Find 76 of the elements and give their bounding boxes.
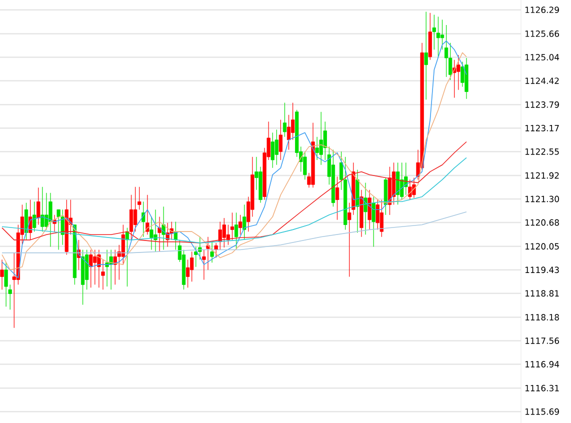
candlestick [36,187,40,226]
y-tick-label: 1116.31 [525,384,559,392]
candlestick [129,194,134,240]
candlestick [400,162,404,200]
y-tick-label: 1116.94 [525,361,560,368]
candlestick [448,42,452,80]
candlestick [48,192,52,248]
candlestick [142,201,146,238]
candlestick [444,24,448,78]
y-tick-label: 1118.18 [525,314,559,320]
y-tick-label: 1123.79 [525,101,559,108]
y-tick-label: 1125.04 [525,54,560,60]
candlestick [376,199,380,230]
y-tick-label: 1124.42 [525,78,559,84]
candlestick [408,179,412,200]
candlestick [424,11,428,100]
candlestick [89,249,93,288]
y-tick-label: 1120.05 [525,243,559,250]
candlestick [186,259,190,288]
candlestick [315,136,319,160]
candlestick [412,177,416,198]
candlestick [372,196,376,248]
line-series [2,141,467,244]
candlestick [396,162,400,205]
candlestick [432,14,436,50]
candlestick [282,102,287,138]
line-series [2,211,467,254]
candlestick [319,112,323,166]
candlestick [368,190,372,230]
candlestick [214,242,218,258]
candlestick [158,216,162,252]
line-series [2,157,467,244]
y-tick-label: 1121.92 [525,172,559,179]
candlestick [133,186,138,232]
candlestick [97,249,101,288]
candlestick [440,19,444,50]
y-tick-label: 1126.29 [525,6,559,14]
candlestick [238,214,242,235]
y-tick-label: 1120.68 [525,219,559,226]
y-tick-label: 1119.43 [525,266,559,274]
candlestick [32,201,36,232]
y-tick-label: 1122.55 [525,148,559,155]
candlestick [335,176,340,220]
y-tick-label: 1121.30 [525,196,559,202]
candlestick [40,186,44,232]
candlestick [113,249,117,285]
candlestick [146,194,150,235]
candlestick [456,54,460,90]
candlestick [206,236,210,270]
candlestick [303,151,307,180]
y-tick-label: 1125.66 [525,30,560,37]
candlestick [270,132,274,168]
candlestick [0,259,4,290]
candlestick [230,212,234,240]
candlestick [154,209,158,252]
candlestick [242,204,246,240]
candlestick [138,186,142,210]
candlestick [364,182,368,235]
candlestick [436,16,440,58]
candlestick [291,102,295,140]
y-tick-label: 1118.81 [525,290,559,297]
y-tick-label: 1117.56 [525,338,560,344]
candlestick [278,119,283,160]
candlestick [210,242,214,263]
candlestick [4,262,8,307]
candlestick [222,218,226,248]
candlestick [274,129,278,166]
candlestick [380,199,384,238]
candlestick [198,236,202,260]
candlestick [56,209,60,250]
y-tick-label: 1123.17 [525,124,559,132]
candlestick [286,114,291,150]
candlestick [190,251,194,282]
candlestick [93,249,97,285]
y-tick-label: 1115.69 [525,408,559,415]
candlestick [234,212,238,250]
